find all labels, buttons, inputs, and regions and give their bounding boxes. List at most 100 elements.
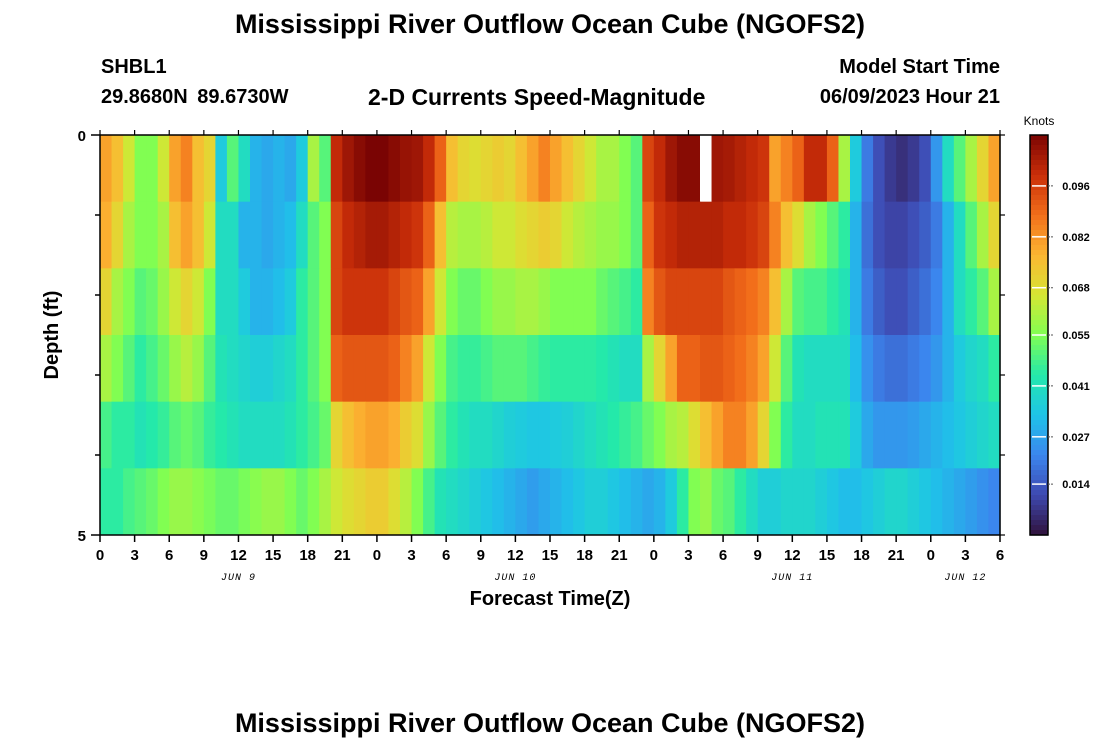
heatmap-cell xyxy=(261,335,274,403)
heatmap-cell xyxy=(734,401,747,469)
colorbar-swatch xyxy=(1030,140,1048,146)
heatmap-cell xyxy=(353,335,366,403)
heatmap-cell xyxy=(723,135,736,203)
colorbar-swatch xyxy=(1030,410,1048,416)
heatmap-cell xyxy=(607,201,620,269)
colorbar-swatch xyxy=(1030,160,1048,166)
heatmap-cell xyxy=(665,268,678,336)
heatmap-cell xyxy=(573,135,586,203)
heatmap-cell xyxy=(861,268,874,336)
heatmap-cell xyxy=(307,135,320,203)
colorbar-swatch xyxy=(1030,480,1048,486)
heatmap-cell xyxy=(850,135,863,203)
heatmap-cell xyxy=(250,201,263,269)
heatmap-cell xyxy=(330,468,343,536)
heatmap-cell xyxy=(930,135,943,203)
heatmap-cell xyxy=(388,201,401,269)
heatmap-cell xyxy=(803,201,816,269)
colorbar-swatch xyxy=(1030,230,1048,236)
heatmap-cell xyxy=(561,468,574,536)
colorbar-swatch xyxy=(1030,315,1048,321)
heatmap-cell xyxy=(561,335,574,403)
colorbar-swatch xyxy=(1030,235,1048,241)
heatmap-cell xyxy=(757,268,770,336)
heatmap-cell xyxy=(307,201,320,269)
heatmap-cell xyxy=(780,135,793,203)
colorbar-swatch xyxy=(1030,165,1048,171)
heatmap-cell xyxy=(896,468,909,536)
heatmap-cell xyxy=(226,401,240,469)
heatmap-cell xyxy=(180,335,193,403)
heatmap-cell xyxy=(873,201,886,269)
heatmap-cell xyxy=(134,401,147,469)
heatmap-cell xyxy=(157,468,170,536)
heatmap-cell xyxy=(873,268,886,336)
heatmap-cell xyxy=(123,468,136,536)
colorbar-swatch xyxy=(1030,405,1048,411)
x-tick-label: 6 xyxy=(442,547,450,564)
heatmap-cell xyxy=(688,135,701,203)
heatmap-cell xyxy=(988,201,1001,269)
heatmap-cell xyxy=(665,468,678,536)
colorbar-swatch xyxy=(1030,260,1048,266)
heatmap-cell xyxy=(261,401,274,469)
station-coordinates: 29.8680N 89.6730W xyxy=(101,86,289,108)
heatmap-cell xyxy=(826,335,840,403)
heatmap-cell xyxy=(434,335,447,403)
heatmap-cell xyxy=(469,201,482,269)
x-tick-label: 0 xyxy=(373,547,381,564)
heatmap-cell xyxy=(665,135,678,203)
y-tick-label: 5 xyxy=(78,528,86,545)
heatmap-cell xyxy=(734,201,747,269)
colorbar-swatch xyxy=(1030,500,1048,506)
x-day-label: JUN 9 xyxy=(221,573,256,584)
heatmap-cell xyxy=(953,401,966,469)
heatmap-cell xyxy=(480,401,493,469)
heatmap-cell xyxy=(803,468,816,536)
heatmap-cell xyxy=(538,268,551,336)
heatmap-cell xyxy=(988,401,1001,469)
x-day-label: JUN 12 xyxy=(944,573,986,584)
heatmap-cell xyxy=(238,335,251,403)
heatmap-cell xyxy=(203,268,216,336)
heatmap-cell xyxy=(400,135,413,203)
heatmap-cell xyxy=(907,201,920,269)
heatmap-cell xyxy=(723,201,736,269)
heatmap-cell xyxy=(353,401,366,469)
heatmap-cell xyxy=(665,401,678,469)
heatmap-cell xyxy=(146,335,159,403)
heatmap-cell xyxy=(411,268,424,336)
heatmap-cell xyxy=(953,201,966,269)
heatmap-cell xyxy=(273,268,286,336)
heatmap-cell xyxy=(203,401,216,469)
heatmap-cell xyxy=(238,468,251,536)
x-tick-label: 6 xyxy=(165,547,173,564)
heatmap-cell xyxy=(711,201,724,269)
heatmap-cell xyxy=(376,135,390,203)
heatmap-cell xyxy=(642,335,655,403)
heatmap-cell xyxy=(157,135,170,203)
heatmap-cell xyxy=(907,268,920,336)
heatmap-cell xyxy=(930,201,943,269)
heatmap-cell xyxy=(607,335,620,403)
heatmap-cell xyxy=(723,468,736,536)
heatmap-cell xyxy=(907,468,920,536)
heatmap-cell xyxy=(861,201,874,269)
heatmap-cell xyxy=(123,268,136,336)
heatmap-cell xyxy=(896,335,909,403)
heatmap-cell xyxy=(850,335,863,403)
colorbar-swatch xyxy=(1030,345,1048,351)
colorbar-swatch xyxy=(1030,395,1048,401)
heatmap-cell xyxy=(676,135,690,203)
heatmap-cell xyxy=(319,335,332,403)
heatmap-cell xyxy=(411,468,424,536)
heatmap-cell xyxy=(100,401,113,469)
heatmap-cell xyxy=(503,468,516,536)
colorbar-swatch xyxy=(1030,300,1048,306)
heatmap-cell xyxy=(376,201,390,269)
heatmap-cell xyxy=(180,401,193,469)
heatmap-cell xyxy=(734,268,747,336)
heatmap-cell xyxy=(203,468,216,536)
heatmap-cell xyxy=(942,268,955,336)
heatmap-cell xyxy=(250,401,263,469)
